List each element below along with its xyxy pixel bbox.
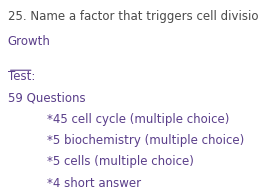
Text: *45 cell cycle (multiple choice): *45 cell cycle (multiple choice)	[47, 113, 229, 126]
Text: *5 cells (multiple choice): *5 cells (multiple choice)	[47, 155, 193, 168]
Text: *4 short answer: *4 short answer	[47, 177, 141, 190]
Text: Growth: Growth	[8, 35, 51, 48]
Text: 59 Questions: 59 Questions	[8, 91, 85, 104]
Text: Test:: Test:	[8, 70, 35, 83]
Text: *5 biochemistry (multiple choice): *5 biochemistry (multiple choice)	[47, 134, 244, 147]
Text: 25. Name a factor that triggers cell division.: 25. Name a factor that triggers cell div…	[8, 10, 259, 23]
